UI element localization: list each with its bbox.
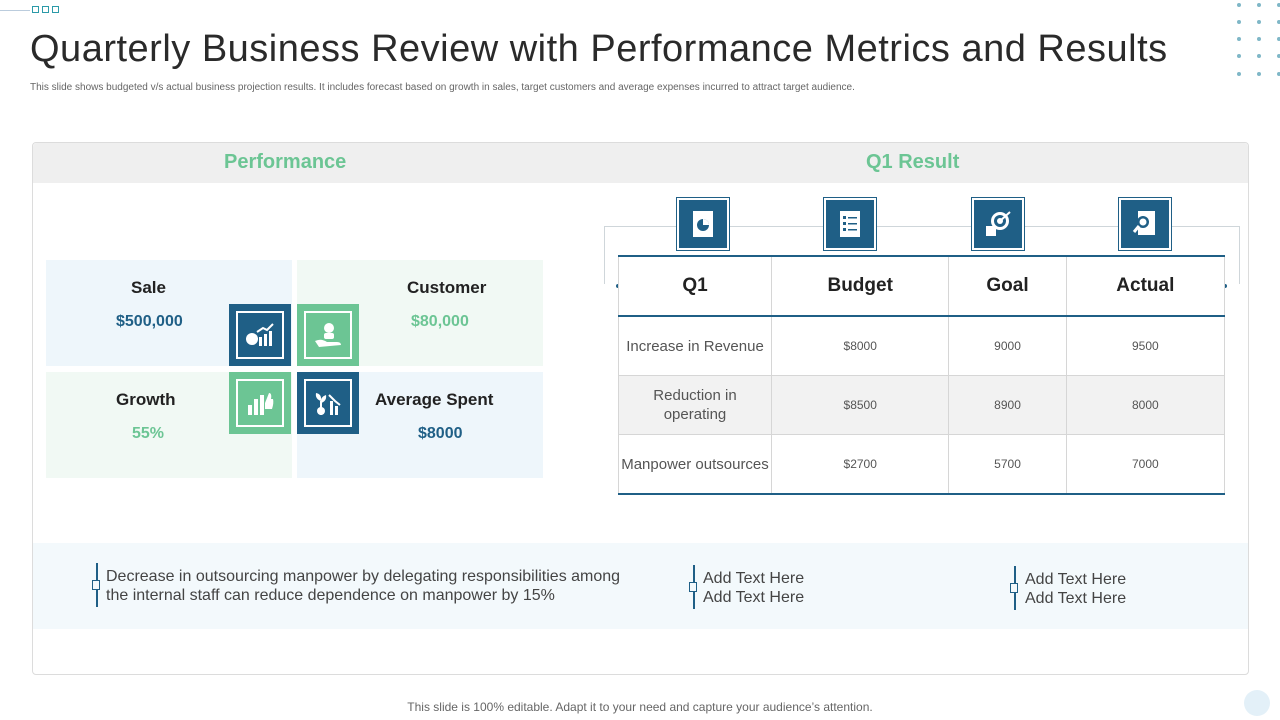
- report-icon: [676, 197, 730, 251]
- row-budget: $8000: [770, 316, 949, 376]
- customer-value: $80,000: [411, 313, 469, 330]
- target-icon: [971, 197, 1025, 251]
- footer-note: This slide is 100% editable. Adapt it to…: [407, 700, 873, 714]
- content-panel: Performance Q1 Result Sale $500,000 Cust…: [32, 142, 1249, 675]
- note-1-line-1: Decrease in outsourcing manpower by dele…: [106, 568, 621, 585]
- results-table: Q1 Budget Goal Actual Increase in Revenu…: [618, 255, 1225, 495]
- row-budget: $8500: [770, 375, 949, 435]
- note-marker-box: [689, 582, 697, 592]
- table-header-row: Q1 Budget Goal Actual: [618, 255, 1225, 317]
- header-q1: Q1: [618, 255, 772, 317]
- row-metric: Reduction in operating: [618, 375, 772, 435]
- page-subtitle: This slide shows budgeted v/s actual bus…: [30, 82, 855, 93]
- thumbs-up-chart-icon: [229, 372, 291, 434]
- header-budget: Budget: [770, 255, 949, 317]
- money-growth-icon: [229, 304, 291, 366]
- row-goal: 5700: [948, 434, 1067, 495]
- average-spent-value: $8000: [418, 425, 463, 442]
- corner-circle-decoration: [1244, 690, 1270, 716]
- row-actual: 8000: [1065, 375, 1225, 435]
- average-spent-label: Average Spent: [375, 390, 494, 409]
- note-1: Decrease in outsourcing manpower by dele…: [106, 567, 620, 605]
- performance-heading: Performance: [224, 151, 347, 173]
- header-goal: Goal: [948, 255, 1067, 317]
- results-heading: Q1 Result: [866, 151, 960, 173]
- plant-decline-icon: [297, 372, 359, 434]
- sale-value: $500,000: [116, 313, 183, 330]
- note-3-line-2: Add Text Here: [1025, 590, 1127, 607]
- note-marker-box: [92, 580, 100, 590]
- growth-value: 55%: [132, 425, 165, 442]
- note-1-line-2: the internal staff can reduce dependence…: [106, 587, 555, 604]
- header-actual: Actual: [1065, 255, 1225, 317]
- corner-line: [0, 10, 30, 11]
- row-actual: 9500: [1065, 316, 1225, 376]
- sale-label: Sale: [131, 278, 166, 297]
- table-row: Reduction in operating $8500 8900 8000: [618, 375, 1225, 435]
- notes-strip: Decrease in outsourcing manpower by dele…: [33, 543, 1248, 629]
- row-goal: 9000: [948, 316, 1067, 376]
- panel-header: Performance Q1 Result: [33, 143, 1248, 183]
- page-title: Quarterly Business Review with Performan…: [30, 28, 1168, 70]
- note-2-line-1: Add Text Here: [703, 570, 805, 587]
- corner-squares-decoration: [32, 6, 59, 13]
- table-row: Increase in Revenue $8000 9000 9500: [618, 316, 1225, 376]
- hand-user-icon: [297, 304, 359, 366]
- checklist-icon: [823, 197, 877, 251]
- note-3-line-1: Add Text Here: [1025, 571, 1127, 588]
- frame-dot-right: [1223, 284, 1227, 288]
- table-row: Manpower outsources $2700 5700 7000: [618, 434, 1225, 495]
- row-goal: 8900: [948, 375, 1067, 435]
- growth-label: Growth: [116, 390, 176, 409]
- row-metric: Increase in Revenue: [618, 316, 772, 376]
- note-2-line-2: Add Text Here: [703, 589, 805, 606]
- customer-label: Customer: [407, 278, 487, 297]
- note-3: Add Text Here Add Text Here: [1025, 570, 1126, 608]
- row-actual: 7000: [1065, 434, 1225, 495]
- dot-grid-decoration: [1230, 0, 1280, 80]
- row-metric: Manpower outsources: [618, 434, 772, 495]
- note-marker-box: [1010, 583, 1018, 593]
- document-search-icon: [1118, 197, 1172, 251]
- row-budget: $2700: [770, 434, 949, 495]
- note-2: Add Text Here Add Text Here: [703, 569, 804, 607]
- table-frame-decoration: [604, 226, 1240, 284]
